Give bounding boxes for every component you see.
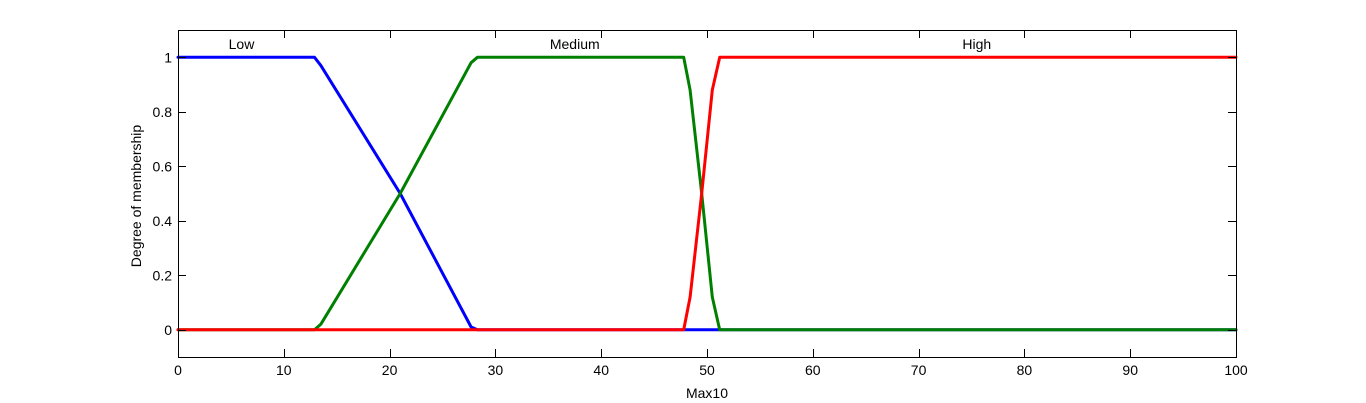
series-line-medium: [176, 55, 1238, 332]
series-label-medium: Medium: [550, 36, 600, 52]
y-tick-label: 0.6: [153, 158, 173, 174]
x-axis-label: Max10: [686, 385, 728, 401]
x-tick-label: 40: [593, 362, 609, 378]
y-axis-label: Degree of membership: [128, 125, 144, 268]
plot-frame: [178, 30, 1237, 358]
x-tick-label: 10: [276, 362, 292, 378]
series-line-high: [176, 55, 1238, 332]
x-tick-label: 70: [911, 362, 927, 378]
x-tick-label: 60: [805, 362, 821, 378]
series-label-high: High: [962, 36, 991, 52]
x-tick-label: 90: [1122, 362, 1138, 378]
series-label-low: Low: [229, 36, 256, 52]
series-layer: Low Medium High: [176, 36, 1238, 332]
x-tick-label: 0: [174, 362, 182, 378]
x-tick-label: 80: [1017, 362, 1033, 378]
x-tick-label: 20: [382, 362, 398, 378]
x-tick-label: 50: [699, 362, 715, 378]
plot-area: [178, 30, 1236, 357]
x-tick-label: 30: [488, 362, 504, 378]
y-tick-label: 0.4: [153, 213, 173, 229]
y-tick-label: 1: [164, 49, 172, 65]
y-tick-label: 0: [164, 322, 172, 338]
y-tick-label: 0.2: [153, 267, 173, 283]
x-tick-label: 100: [1224, 362, 1248, 378]
ticks-layer: 0 10 20 30 40 50 60 70 80 90 100 0 0.2 0.4 0.6 0.8 1: [153, 30, 1248, 378]
y-tick-label: 0.8: [153, 104, 173, 120]
